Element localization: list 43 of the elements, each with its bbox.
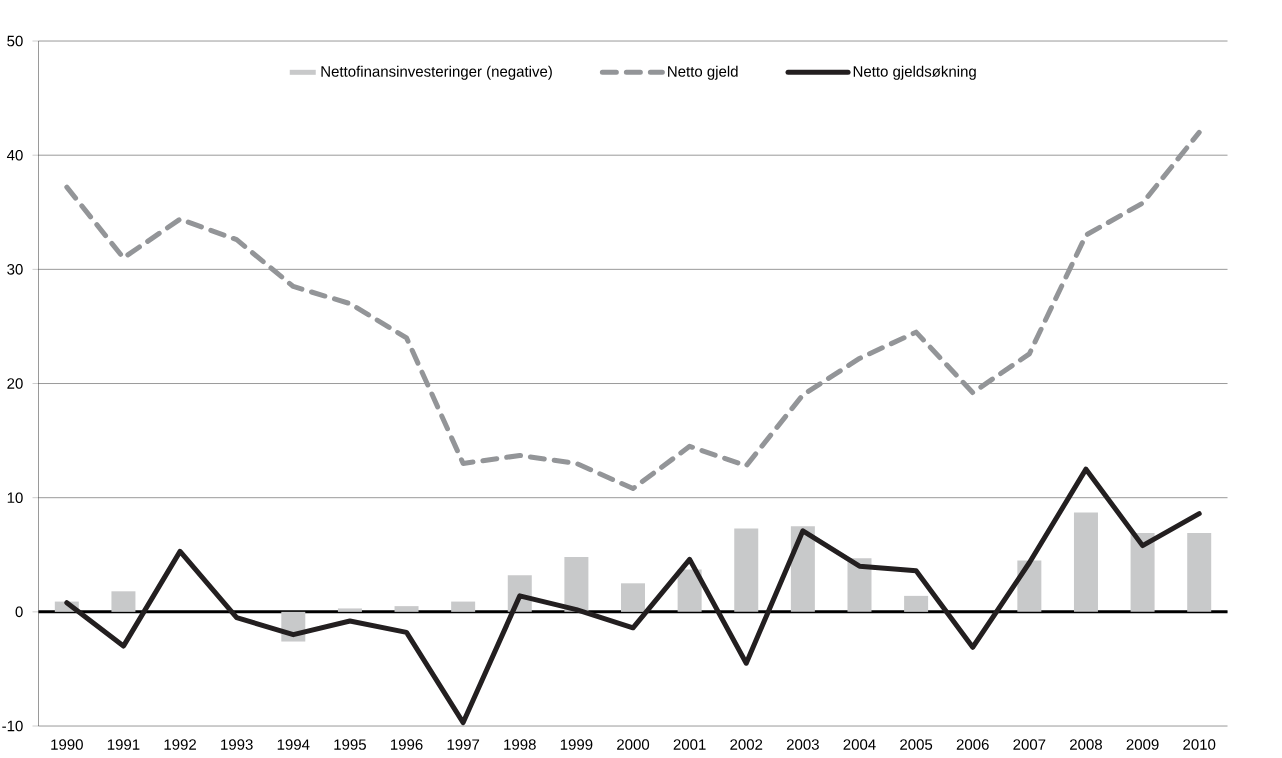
x-tick-label: 1998 (504, 739, 536, 750)
x-tick-label: 2000 (617, 739, 650, 750)
x-tick-label: 1999 (560, 739, 593, 750)
x-tick-label: 2001 (673, 739, 706, 750)
y-tick-label: 0 (15, 606, 23, 618)
legend-label: Nettofinansinvesteringer (negative) (321, 65, 552, 80)
x-tick-label: 1995 (334, 739, 366, 750)
bar (564, 557, 589, 612)
y-tick-label: 50 (7, 35, 23, 47)
y-tick-label: 40 (6, 149, 23, 161)
legend-label: Netto gjeldsøkning (853, 65, 976, 80)
x-tick-label: 2006 (956, 739, 989, 750)
x-tick-label: 2010 (1183, 739, 1216, 750)
x-tick-label: 2005 (900, 739, 933, 750)
bar (677, 569, 702, 612)
bar (111, 591, 136, 612)
y-tick-label: 30 (7, 264, 23, 275)
bar (621, 583, 646, 612)
x-tick-label: 1994 (277, 739, 310, 750)
y-tick-label: 10 (7, 492, 23, 503)
x-tick-label: 1991 (107, 739, 140, 750)
x-tick-label: 1990 (51, 739, 83, 750)
bar (1130, 533, 1155, 612)
bar (451, 601, 476, 612)
y-tick-label: -10 (2, 720, 23, 732)
bar (337, 608, 362, 612)
x-tick-label: 2003 (786, 739, 819, 750)
bar (1187, 533, 1212, 612)
bar (1073, 512, 1098, 612)
x-tick-label: 1992 (164, 739, 196, 750)
x-tick-label: 2002 (730, 739, 763, 750)
bar (734, 528, 759, 612)
x-tick-label: 1996 (390, 739, 423, 750)
x-tick-label: 2008 (1070, 739, 1102, 750)
x-tick-label: 2004 (843, 739, 876, 750)
x-tick-label: 2009 (1126, 739, 1159, 750)
bar (394, 606, 419, 612)
y-tick-label: 20 (7, 378, 23, 389)
bar (904, 595, 929, 612)
legend-label: Netto gjeld (668, 65, 738, 80)
x-tick-label: 1997 (447, 739, 480, 750)
x-tick-label: 2007 (1013, 739, 1046, 750)
x-tick-label: 1993 (221, 739, 253, 750)
